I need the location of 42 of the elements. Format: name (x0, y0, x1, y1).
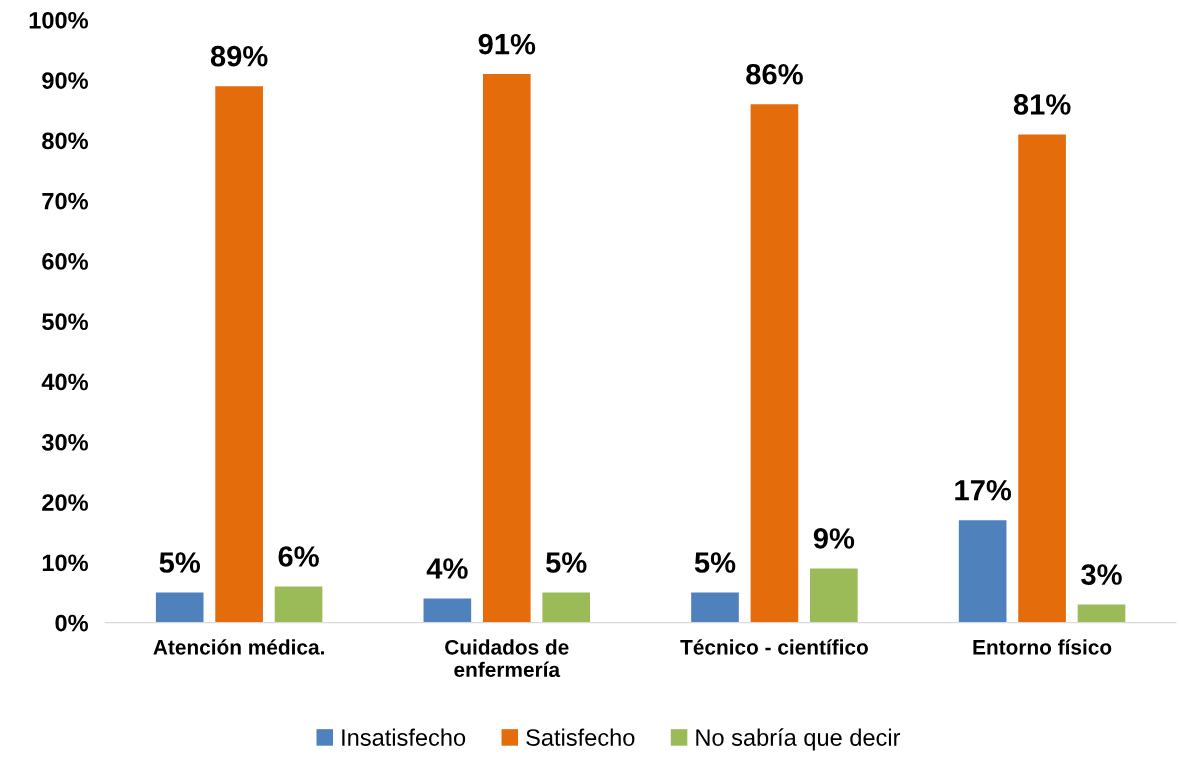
bar (691, 592, 739, 623)
bar (482, 74, 531, 623)
y-tick-label: 90% (42, 72, 88, 89)
data-label: 5% (159, 552, 200, 573)
data-label: 9% (813, 528, 855, 549)
bar (958, 520, 1007, 623)
bar (1018, 134, 1066, 623)
y-tick-label: 80% (42, 132, 88, 150)
y-tick-label: 40% (41, 373, 88, 391)
bar (1077, 604, 1126, 623)
y-tick-label: 60% (42, 253, 88, 270)
y-tick-label: 50% (42, 313, 88, 331)
bar (423, 598, 472, 623)
x-tick-label: Cuidados de enfermería (445, 639, 569, 678)
legend-label: Satisfecho (526, 728, 635, 746)
data-label: 5% (546, 552, 587, 573)
data-label: 4% (426, 558, 468, 579)
y-tick-label: 20% (42, 494, 88, 511)
bar (215, 86, 263, 623)
x-tick-label: Atención médica. (153, 639, 324, 655)
legend-label: No sabría que decir (696, 728, 901, 751)
data-label: 3% (1081, 564, 1122, 585)
y-tick-label: 0% (55, 614, 88, 632)
bar (542, 592, 591, 623)
data-label: 91% (478, 33, 536, 55)
bar (750, 104, 799, 623)
data-label: 86% (746, 63, 803, 85)
x-tick-label: Técnico - científico (680, 639, 868, 655)
y-tick-label: 100% (29, 11, 88, 29)
data-label: 81% (1013, 94, 1071, 115)
data-label: 5% (694, 552, 736, 573)
data-label: 6% (278, 546, 319, 567)
bar (155, 592, 204, 623)
legend-label: Insatisfecho (342, 728, 466, 746)
bar (810, 568, 858, 623)
y-tick-label: 70% (42, 192, 88, 210)
bar (274, 586, 323, 623)
x-tick-label: Entorno físico (973, 639, 1112, 655)
data-label: 89% (210, 45, 268, 67)
data-label: 17% (955, 479, 1012, 501)
y-tick-label: 30% (41, 433, 88, 451)
y-tick-label: 10% (42, 554, 88, 572)
